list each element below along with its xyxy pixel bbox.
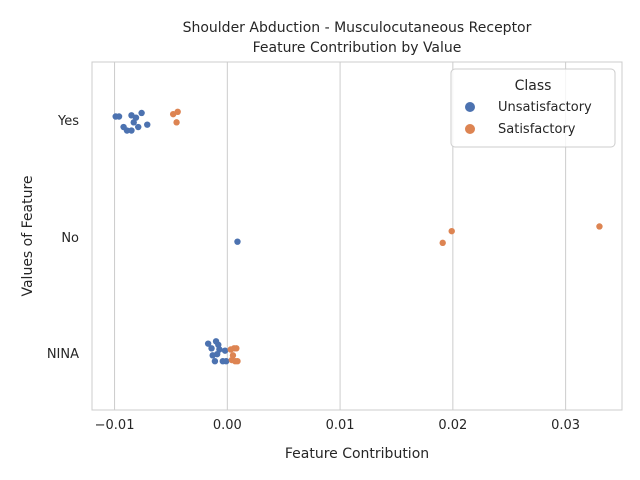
- data-point-unsatisfactory: [128, 127, 135, 134]
- y-tick-label: NINA: [47, 347, 79, 362]
- y-axis-label: Values of Feature: [20, 175, 36, 296]
- chart-title: Shoulder Abduction - Musculocutaneous Re…: [183, 20, 532, 36]
- x-tick-label: −0.01: [95, 418, 135, 433]
- data-point-unsatisfactory: [213, 350, 221, 358]
- legend-box: [450, 68, 616, 148]
- data-point-satisfactory: [439, 239, 446, 247]
- x-tick-labels: −0.01 0.00 0.01 0.02 0.03: [95, 418, 580, 433]
- data-point-unsatisfactory: [138, 109, 145, 117]
- x-tick-label: 0.03: [551, 418, 580, 433]
- data-point-unsatisfactory: [221, 347, 229, 354]
- data-point-unsatisfactory: [123, 127, 131, 134]
- data-point-unsatisfactory: [132, 114, 140, 121]
- data-point-unsatisfactory: [208, 345, 215, 352]
- chart-subtitle: Feature Contribution by Value: [253, 40, 462, 56]
- x-tick-label: 0.00: [213, 418, 242, 433]
- x-axis-label: Feature Contribution: [285, 446, 429, 462]
- data-point-unsatisfactory: [234, 238, 241, 245]
- data-point-satisfactory: [596, 223, 603, 230]
- data-points: [112, 108, 603, 365]
- y-tick-label: No: [61, 231, 79, 246]
- data-point-satisfactory: [173, 119, 180, 126]
- plot-frame: [91, 61, 623, 411]
- data-point-satisfactory: [174, 108, 181, 116]
- data-point-unsatisfactory: [115, 113, 123, 120]
- legend-label-unsatisfactory: Unsatisfactory: [498, 100, 592, 115]
- data-point-unsatisfactory: [222, 357, 230, 365]
- y-tick-labels: Yes No NINA: [47, 114, 79, 362]
- x-tick-label: 0.01: [326, 418, 355, 433]
- data-point-satisfactory: [234, 357, 241, 365]
- x-tick-label: 0.02: [438, 418, 467, 433]
- y-tick-label: Yes: [57, 114, 79, 129]
- data-point-satisfactory: [233, 345, 240, 352]
- data-point-unsatisfactory: [211, 357, 219, 365]
- data-point-satisfactory: [448, 227, 455, 235]
- legend: Class Unsatisfactory Satisfactory: [450, 68, 616, 148]
- data-point-unsatisfactory: [144, 121, 151, 128]
- legend-marker-satisfactory: [465, 124, 475, 134]
- legend-title: Class: [515, 78, 552, 94]
- legend-label-satisfactory: Satisfactory: [498, 122, 576, 137]
- legend-marker-unsatisfactory: [465, 102, 475, 112]
- data-point-unsatisfactory: [135, 123, 142, 131]
- data-point-unsatisfactory: [204, 340, 212, 347]
